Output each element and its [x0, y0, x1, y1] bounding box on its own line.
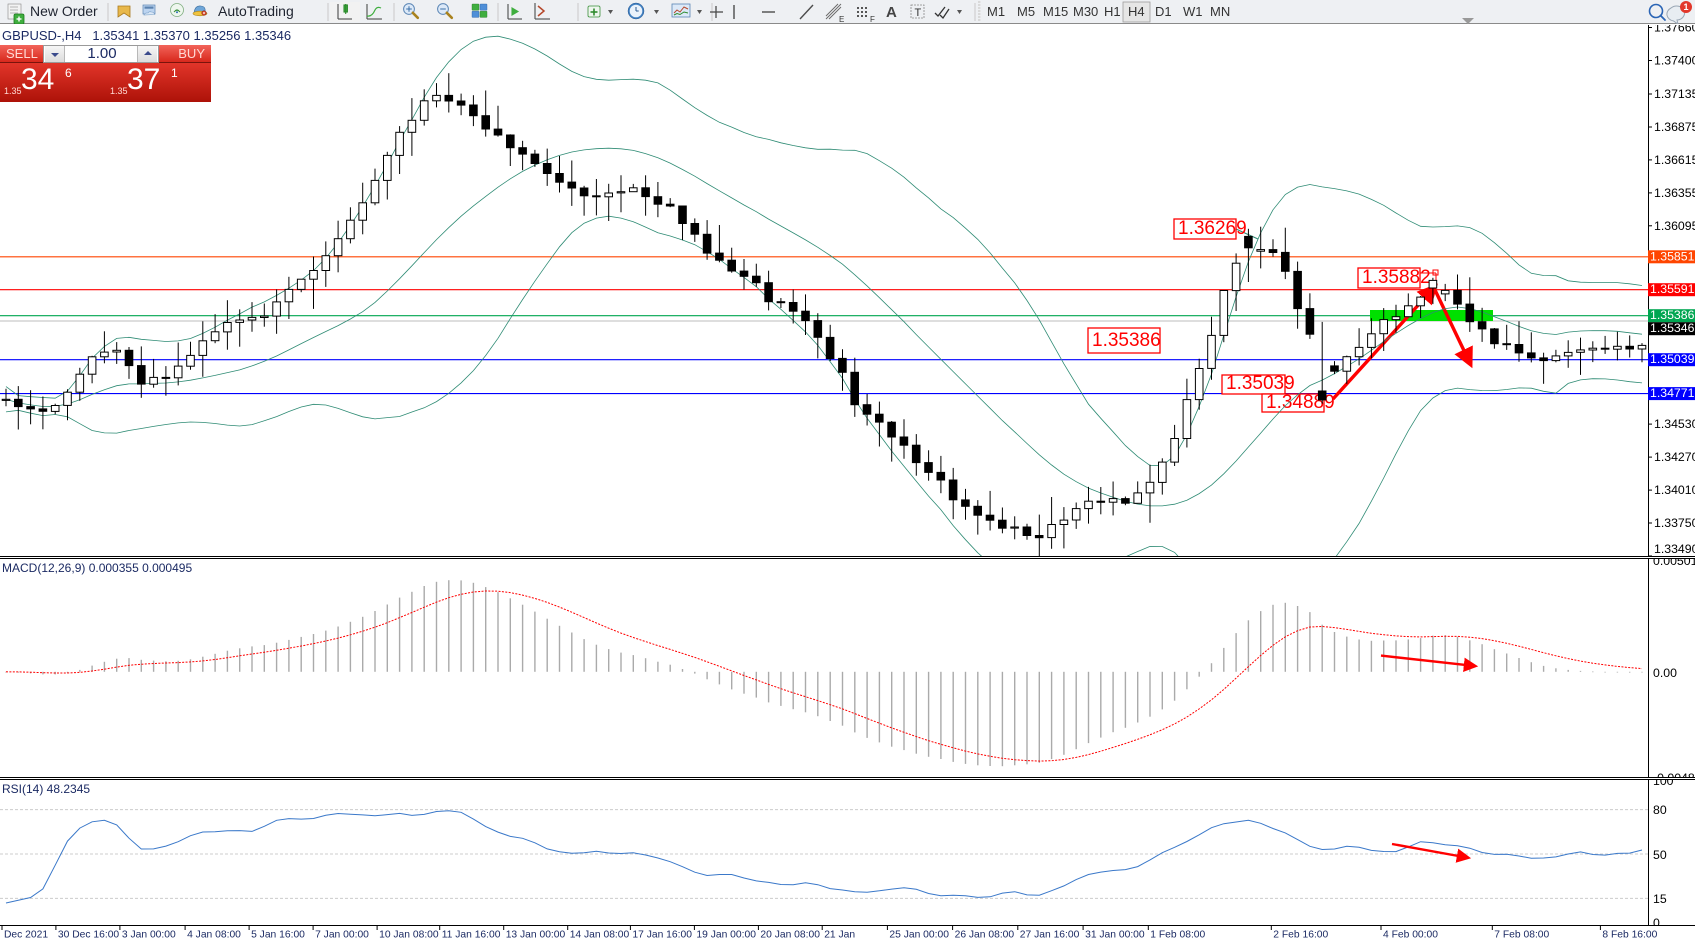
svg-text:1.36615: 1.36615: [1654, 153, 1695, 167]
svg-text:1: 1: [1683, 2, 1688, 12]
svg-text:1.35039: 1.35039: [1226, 373, 1295, 394]
svg-text:1.36095: 1.36095: [1654, 219, 1695, 233]
svg-text:Dec 2021: Dec 2021: [4, 930, 48, 940]
svg-text:4 Jan 08:00: 4 Jan 08:00: [187, 930, 241, 940]
svg-text:26 Jan 08:00: 26 Jan 08:00: [955, 930, 1015, 940]
svg-text:M1: M1: [987, 4, 1005, 19]
svg-text:1.36355: 1.36355: [1654, 186, 1695, 200]
svg-text:1.33490: 1.33490: [1654, 542, 1695, 556]
svg-text:2 Feb 16:00: 2 Feb 16:00: [1273, 930, 1328, 940]
svg-text:H1: H1: [1104, 4, 1121, 19]
svg-text:H4: H4: [1128, 4, 1145, 19]
svg-text:1.34010: 1.34010: [1654, 483, 1695, 497]
svg-text:13 Jan 00:00: 13 Jan 00:00: [506, 930, 566, 940]
svg-text:19 Jan 00:00: 19 Jan 00:00: [696, 930, 756, 940]
svg-text:30 Dec 16:00: 30 Dec 16:00: [58, 930, 120, 940]
svg-text:27 Jan 16:00: 27 Jan 16:00: [1020, 930, 1080, 940]
svg-text:1.35851: 1.35851: [1650, 249, 1695, 263]
svg-text:1 Feb 08:00: 1 Feb 08:00: [1150, 930, 1205, 940]
svg-text:17 Jan 16:00: 17 Jan 16:00: [632, 930, 692, 940]
svg-text:1.37400: 1.37400: [1654, 54, 1695, 68]
svg-text:1.37660: 1.37660: [1654, 25, 1695, 35]
svg-text:25 Jan 00:00: 25 Jan 00:00: [889, 930, 949, 940]
svg-text:7 Feb 08:00: 7 Feb 08:00: [1494, 930, 1549, 940]
svg-text:5 Jan 16:00: 5 Jan 16:00: [251, 930, 305, 940]
svg-text:14 Jan 08:00: 14 Jan 08:00: [570, 930, 630, 940]
svg-text:New Order: New Order: [30, 3, 98, 19]
svg-text:7 Jan 00:00: 7 Jan 00:00: [315, 930, 369, 940]
svg-text:21 Jan: 21 Jan: [824, 930, 855, 940]
svg-text:1.34270: 1.34270: [1654, 450, 1695, 464]
svg-text:T: T: [915, 7, 922, 19]
svg-text:8 Feb 16:00: 8 Feb 16:00: [1602, 930, 1657, 940]
svg-text:M15: M15: [1043, 4, 1068, 19]
svg-text:AutoTrading: AutoTrading: [218, 3, 294, 19]
svg-text:1.34771: 1.34771: [1650, 386, 1695, 400]
svg-text:11 Jan 16:00: 11 Jan 16:00: [442, 930, 501, 940]
svg-text:1.34530: 1.34530: [1654, 417, 1695, 431]
svg-text:10 Jan 08:00: 10 Jan 08:00: [379, 930, 439, 940]
svg-text:D1: D1: [1155, 4, 1172, 19]
svg-text:1.35346: 1.35346: [1650, 321, 1695, 335]
svg-text:A: A: [886, 4, 897, 21]
svg-text:1.33750: 1.33750: [1654, 516, 1695, 530]
svg-text:1.37135: 1.37135: [1654, 87, 1695, 101]
svg-text:1.36875: 1.36875: [1654, 120, 1695, 134]
svg-text:MN: MN: [1210, 4, 1230, 19]
svg-text:1.35386: 1.35386: [1092, 330, 1161, 351]
svg-text:20 Jan 08:00: 20 Jan 08:00: [760, 930, 820, 940]
svg-text:1.35386: 1.35386: [1650, 308, 1695, 322]
svg-text:E: E: [839, 15, 844, 24]
svg-text:4 Feb 00:00: 4 Feb 00:00: [1383, 930, 1438, 940]
svg-text:W1: W1: [1183, 4, 1203, 19]
svg-text:1.35591: 1.35591: [1650, 282, 1695, 296]
svg-text:F: F: [870, 15, 875, 24]
svg-text:31 Jan 00:00: 31 Jan 00:00: [1085, 930, 1145, 940]
svg-text:1.35882: 1.35882: [1362, 267, 1431, 288]
svg-text:M5: M5: [1017, 4, 1035, 19]
svg-text:M30: M30: [1073, 4, 1098, 19]
svg-text:3 Jan 00:00: 3 Jan 00:00: [122, 930, 176, 940]
svg-text:1.35039: 1.35039: [1650, 352, 1695, 366]
svg-text:1.36269: 1.36269: [1178, 218, 1247, 239]
